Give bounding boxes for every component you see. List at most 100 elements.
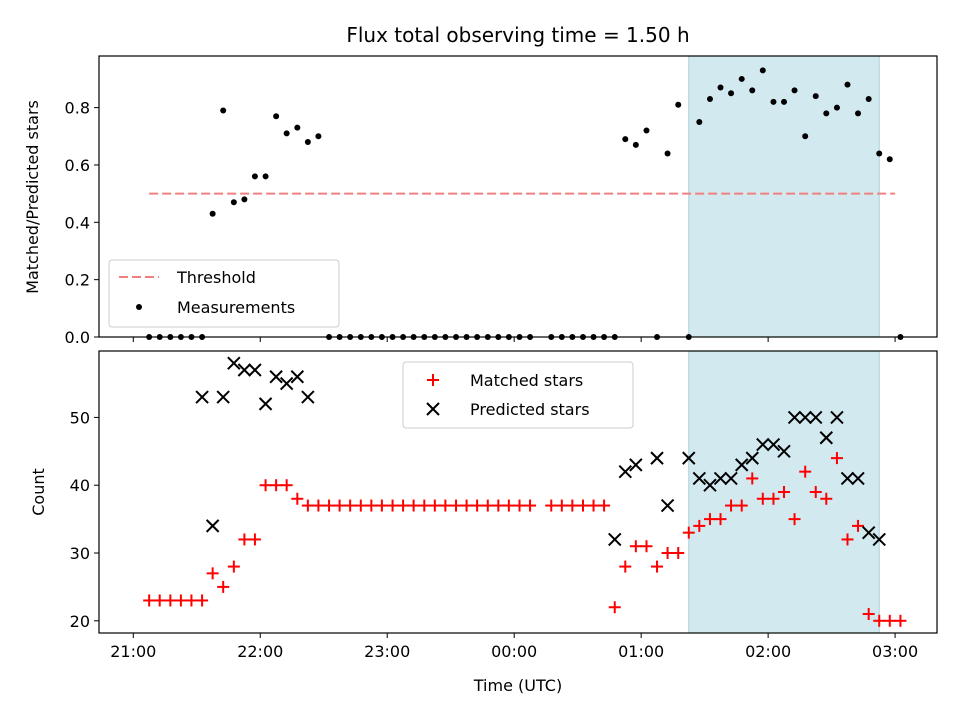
matched-point	[799, 465, 812, 478]
bottom-y-tick-label: 50	[70, 408, 90, 427]
predicted-point	[692, 471, 707, 486]
bottom-y-tick-label: 40	[70, 476, 90, 495]
matched-point	[164, 594, 177, 607]
matched-point	[407, 499, 420, 512]
matched-point	[577, 499, 590, 512]
measurement-point	[294, 124, 301, 131]
measurement-point	[770, 98, 777, 105]
matched-point	[248, 533, 261, 546]
matched-point	[862, 608, 875, 621]
bottom-plot-frame	[98, 350, 938, 634]
predicted-point	[713, 471, 728, 486]
matched-legend-marker	[427, 374, 439, 386]
measurement-point	[886, 156, 893, 163]
matched-point	[375, 499, 388, 512]
predicted-point	[248, 363, 262, 377]
matched-point	[481, 499, 494, 512]
top-y-tick-label: 0.0	[65, 328, 90, 347]
measurement-point	[675, 101, 682, 108]
measurement-point	[241, 196, 248, 203]
bottom-panel: 20 30 40 50 21:00 22:00 23:00 00:00 01:00 02:00 0…	[29, 350, 938, 695]
matched-point	[323, 499, 336, 512]
measurement-point	[728, 90, 735, 97]
top-y-tick-label: 0.6	[65, 156, 90, 175]
x-tick-label: 02:00	[745, 642, 791, 661]
predicted-point	[227, 356, 241, 370]
matched-point	[545, 499, 558, 512]
predicted-point	[840, 471, 855, 486]
predicted-point	[809, 410, 823, 425]
matched-point	[428, 499, 441, 512]
measurement-point	[273, 113, 280, 120]
threshold-legend-label: Threshold	[176, 268, 256, 287]
matched-point	[492, 499, 505, 512]
matched-point	[820, 492, 833, 505]
matched-point	[418, 499, 431, 512]
top-y-tick-label: 0.2	[65, 271, 90, 290]
measurement-point	[812, 93, 819, 100]
predicted-legend-marker	[426, 402, 440, 416]
matched-point	[524, 499, 537, 512]
measurement-point	[304, 139, 311, 146]
matched-point	[809, 486, 822, 498]
measurement-point	[209, 210, 216, 217]
predicted-point	[861, 525, 876, 540]
matched-point	[439, 499, 452, 512]
matched-point	[196, 594, 209, 607]
matched-point	[778, 486, 791, 498]
measurement-point	[855, 110, 862, 117]
bottom-legend-frame	[402, 361, 634, 429]
predicted-point	[279, 376, 294, 391]
x-tick-label: 00:00	[491, 642, 537, 661]
matched-point	[661, 547, 674, 560]
x-tick-label: 22:00	[237, 642, 283, 661]
measurement-point	[283, 130, 290, 137]
bottom-marks	[143, 356, 907, 627]
predicted-point	[735, 458, 749, 472]
measurement-point	[844, 81, 851, 88]
predicted-point	[650, 451, 664, 465]
x-tick-label: 21:00	[110, 642, 156, 661]
measurement-point	[315, 133, 322, 140]
predicted-point	[237, 363, 252, 377]
predicted-point	[290, 370, 305, 384]
x-tick-label: 01:00	[618, 642, 664, 661]
predicted-point	[608, 532, 622, 547]
matched-point	[206, 567, 219, 580]
matched-point	[174, 594, 187, 607]
measurement-point	[230, 199, 237, 206]
top-panel: 0.00.20.40.60.8 Matched/Predicted stars …	[23, 55, 938, 347]
measurement-point	[738, 75, 745, 82]
matched-point	[502, 499, 515, 512]
predicted-point	[660, 498, 675, 513]
bottom-y-axis: 20 30 40 50	[70, 408, 99, 631]
predicted-legend-label: Predicted stars	[470, 400, 590, 419]
predicted-point	[819, 431, 833, 445]
predicted-point	[682, 451, 696, 465]
predicted-point	[629, 458, 643, 472]
matched-point	[397, 499, 410, 512]
matched-point	[735, 499, 748, 512]
measurement-point	[791, 87, 798, 94]
matched-point	[450, 499, 463, 512]
bottom-y-axis-label: Count	[29, 468, 48, 516]
top-marks	[146, 67, 904, 340]
matched-point	[756, 492, 769, 505]
measurement-point	[749, 87, 756, 94]
predicted-point	[830, 410, 844, 425]
matched-point	[143, 594, 156, 607]
matched-point	[460, 499, 473, 512]
predicted-point	[216, 390, 230, 404]
matched-point	[651, 560, 664, 573]
matched-point	[513, 499, 526, 512]
measurement-point	[833, 104, 840, 111]
matched-point	[672, 547, 685, 560]
measurement-point	[262, 173, 269, 180]
predicted-point	[787, 410, 802, 425]
measurement-point	[622, 136, 629, 143]
top-y-axis-label: Matched/Predicted stars	[23, 100, 42, 294]
predicted-point	[269, 370, 283, 384]
matched-point	[238, 533, 251, 546]
bottom-x-axis: 21:00 22:00 23:00 00:00 01:00 02:00 03:00	[110, 633, 918, 661]
matched-point	[354, 499, 367, 512]
